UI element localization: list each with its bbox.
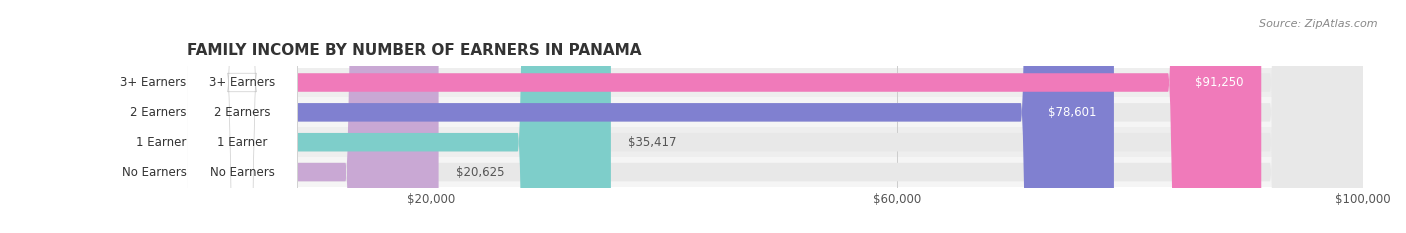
Text: Source: ZipAtlas.com: Source: ZipAtlas.com	[1260, 19, 1378, 29]
FancyBboxPatch shape	[198, 0, 1364, 233]
Text: $35,417: $35,417	[628, 136, 676, 149]
Bar	[187, 68, 1364, 97]
FancyBboxPatch shape	[198, 0, 1364, 233]
Text: 1 Earner: 1 Earner	[217, 136, 267, 149]
Bar	[187, 97, 1364, 127]
Text: $78,601: $78,601	[1047, 106, 1097, 119]
Text: $20,625: $20,625	[456, 166, 505, 178]
FancyBboxPatch shape	[198, 0, 1364, 233]
FancyBboxPatch shape	[187, 0, 297, 233]
Text: 3+ Earners: 3+ Earners	[121, 76, 187, 89]
Text: 2 Earners: 2 Earners	[214, 106, 270, 119]
Text: FAMILY INCOME BY NUMBER OF EARNERS IN PANAMA: FAMILY INCOME BY NUMBER OF EARNERS IN PA…	[187, 43, 641, 58]
FancyBboxPatch shape	[187, 0, 297, 233]
Bar	[187, 127, 1364, 157]
Text: 3+ Earners: 3+ Earners	[209, 76, 276, 89]
FancyBboxPatch shape	[198, 0, 610, 233]
Text: No Earners: No Earners	[122, 166, 187, 178]
Text: 1 Earner: 1 Earner	[136, 136, 187, 149]
Bar	[187, 157, 1364, 187]
Text: $91,250: $91,250	[1195, 76, 1244, 89]
FancyBboxPatch shape	[198, 0, 1364, 233]
Text: 2 Earners: 2 Earners	[131, 106, 187, 119]
FancyBboxPatch shape	[198, 0, 1261, 233]
FancyBboxPatch shape	[187, 0, 297, 233]
FancyBboxPatch shape	[198, 0, 1114, 233]
FancyBboxPatch shape	[187, 0, 297, 233]
Text: No Earners: No Earners	[209, 166, 274, 178]
FancyBboxPatch shape	[198, 0, 439, 233]
